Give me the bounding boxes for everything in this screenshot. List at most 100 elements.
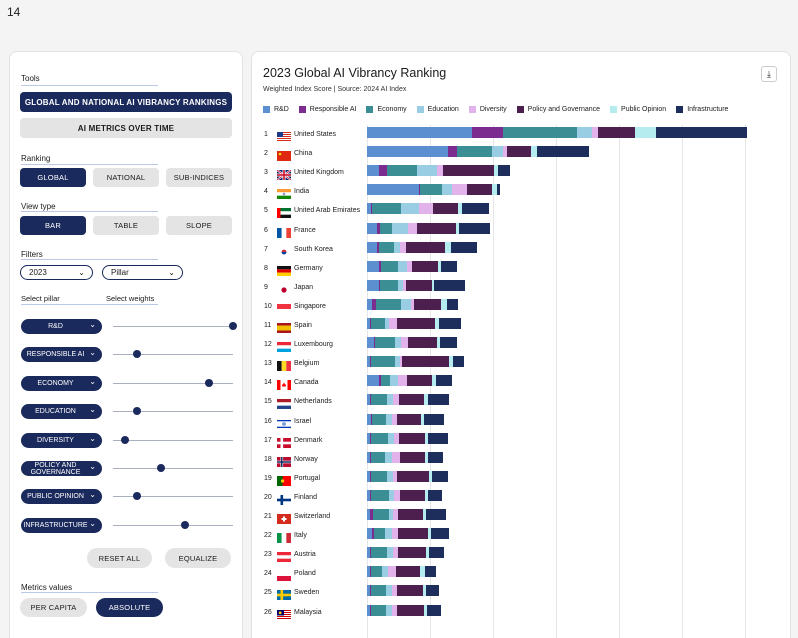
bar-segment-diversity[interactable] <box>436 165 443 176</box>
bar-segment-policy-and-governance[interactable] <box>398 528 428 539</box>
bar-segment-policy-and-governance[interactable] <box>406 280 432 291</box>
weight-slider-track[interactable] <box>113 468 233 469</box>
bar-segment-diversity[interactable] <box>398 375 408 386</box>
bar-segment-infrastructure[interactable] <box>497 165 511 176</box>
bar-segment-infrastructure[interactable] <box>496 184 500 195</box>
bar-segment-public-opinion[interactable] <box>458 203 463 214</box>
bar-segment-r-d[interactable] <box>367 605 370 616</box>
bar-segment-responsible-ai[interactable] <box>369 433 371 444</box>
bar-segment-economy[interactable] <box>420 184 442 195</box>
bar-segment-public-opinion[interactable] <box>440 299 447 310</box>
bar-segment-education[interactable] <box>388 509 393 520</box>
pillar-select-policy-and-governance[interactable]: POLICY AND GOVERNANCE ⌄ <box>21 461 102 476</box>
bar-segment-policy-and-governance[interactable] <box>407 375 432 386</box>
stacked-bar[interactable] <box>367 394 450 405</box>
bar-segment-infrastructure[interactable] <box>451 242 477 253</box>
bar-segment-education[interactable] <box>398 280 404 291</box>
bar-segment-r-d[interactable] <box>367 585 370 596</box>
bar-segment-diversity[interactable] <box>393 547 399 558</box>
bar-segment-diversity[interactable] <box>400 356 403 367</box>
stacked-bar[interactable] <box>367 566 436 577</box>
bar-segment-policy-and-governance[interactable] <box>507 146 531 157</box>
download-button[interactable]: ⤓ <box>761 66 777 82</box>
stacked-bar[interactable] <box>367 261 458 272</box>
bar-segment-infrastructure[interactable] <box>431 471 449 482</box>
bar-segment-infrastructure[interactable] <box>439 337 458 348</box>
stacked-bar[interactable] <box>367 127 747 138</box>
bar-segment-infrastructure[interactable] <box>423 414 444 425</box>
weight-slider-knob[interactable] <box>133 492 141 500</box>
bar-segment-infrastructure[interactable] <box>424 566 436 577</box>
stacked-bar[interactable] <box>367 375 453 386</box>
bar-segment-policy-and-governance[interactable] <box>398 547 426 558</box>
bar-segment-infrastructure[interactable] <box>427 490 442 501</box>
pillar-select-responsible-ai[interactable]: RESPONSIBLE AI ⌄ <box>21 347 102 362</box>
bar-segment-policy-and-governance[interactable] <box>400 452 425 463</box>
bar-segment-economy[interactable] <box>386 165 418 176</box>
bar-segment-education[interactable] <box>385 414 393 425</box>
bar-segment-economy[interactable] <box>370 452 385 463</box>
bar-segment-economy[interactable] <box>380 261 399 272</box>
weight-slider-knob[interactable] <box>133 350 141 358</box>
bar-segment-infrastructure[interactable] <box>440 261 458 272</box>
bar-segment-policy-and-governance[interactable] <box>414 299 441 310</box>
bar-segment-policy-and-governance[interactable] <box>398 509 423 520</box>
bar-segment-diversity[interactable] <box>403 280 407 291</box>
bar-segment-education[interactable] <box>386 471 393 482</box>
bar-segment-education[interactable] <box>401 203 420 214</box>
stacked-bar[interactable] <box>367 223 490 234</box>
weight-slider-knob[interactable] <box>181 521 189 529</box>
bar-segment-public-opinion[interactable] <box>420 414 424 425</box>
bar-segment-policy-and-governance[interactable] <box>467 184 492 195</box>
pillar-select-public-opinion[interactable]: PUBLIC OPINION ⌄ <box>21 489 102 504</box>
bar-segment-r-d[interactable] <box>367 261 379 272</box>
bar-segment-policy-and-governance[interactable] <box>397 414 421 425</box>
bar-segment-policy-and-governance[interactable] <box>408 337 437 348</box>
bar-segment-education[interactable] <box>394 242 401 253</box>
bar-segment-education[interactable] <box>385 585 392 596</box>
bar-segment-r-d[interactable] <box>367 184 420 195</box>
stacked-bar[interactable] <box>367 299 459 310</box>
pillar-dropdown[interactable]: Pillar ⌄ <box>102 265 183 280</box>
bar-segment-economy[interactable] <box>370 490 389 501</box>
bar-segment-diversity[interactable] <box>591 127 598 138</box>
bar-segment-education[interactable] <box>417 165 437 176</box>
bar-segment-public-opinion[interactable] <box>422 585 426 596</box>
bar-segment-diversity[interactable] <box>393 394 400 405</box>
bar-segment-education[interactable] <box>387 433 395 444</box>
pillar-select-infrastructure[interactable]: INFRASTRUCTURE ⌄ <box>21 518 102 533</box>
bar-segment-diversity[interactable] <box>392 509 399 520</box>
bar-segment-public-opinion[interactable] <box>424 433 428 444</box>
bar-segment-economy[interactable] <box>370 394 387 405</box>
weight-slider-knob[interactable] <box>205 379 213 387</box>
bar-segment-r-d[interactable] <box>367 433 370 444</box>
stacked-bar[interactable] <box>367 490 442 501</box>
bar-segment-economy[interactable] <box>370 566 382 577</box>
bar-segment-infrastructure[interactable] <box>433 280 466 291</box>
bar-segment-diversity[interactable] <box>392 471 398 482</box>
bar-segment-policy-and-governance[interactable] <box>397 585 423 596</box>
view-table-button[interactable]: TABLE <box>93 216 159 235</box>
bar-segment-responsible-ai[interactable] <box>369 547 371 558</box>
bar-segment-infrastructure[interactable] <box>453 356 465 367</box>
bar-segment-economy[interactable] <box>370 605 386 616</box>
bar-segment-r-d[interactable] <box>367 337 374 348</box>
bar-segment-public-opinion[interactable] <box>427 528 431 539</box>
bar-segment-public-opinion[interactable] <box>428 471 432 482</box>
bar-segment-education[interactable] <box>441 184 453 195</box>
bar-segment-r-d[interactable] <box>367 414 371 425</box>
bar-segment-diversity[interactable] <box>452 184 468 195</box>
bar-segment-diversity[interactable] <box>391 528 399 539</box>
stacked-bar[interactable] <box>367 146 589 157</box>
bar-segment-responsible-ai[interactable] <box>369 490 371 501</box>
bar-segment-diversity[interactable] <box>407 261 413 272</box>
bar-segment-infrastructure[interactable] <box>438 318 462 329</box>
bar-segment-responsible-ai[interactable] <box>378 375 381 386</box>
bar-segment-education[interactable] <box>385 605 392 616</box>
pillar-select-r-d[interactable]: R&D ⌄ <box>21 319 102 334</box>
bar-segment-diversity[interactable] <box>503 146 508 157</box>
stacked-bar[interactable] <box>367 280 466 291</box>
bar-segment-responsible-ai[interactable] <box>369 394 371 405</box>
bar-segment-r-d[interactable] <box>367 490 370 501</box>
weight-slider-track[interactable] <box>113 383 233 384</box>
